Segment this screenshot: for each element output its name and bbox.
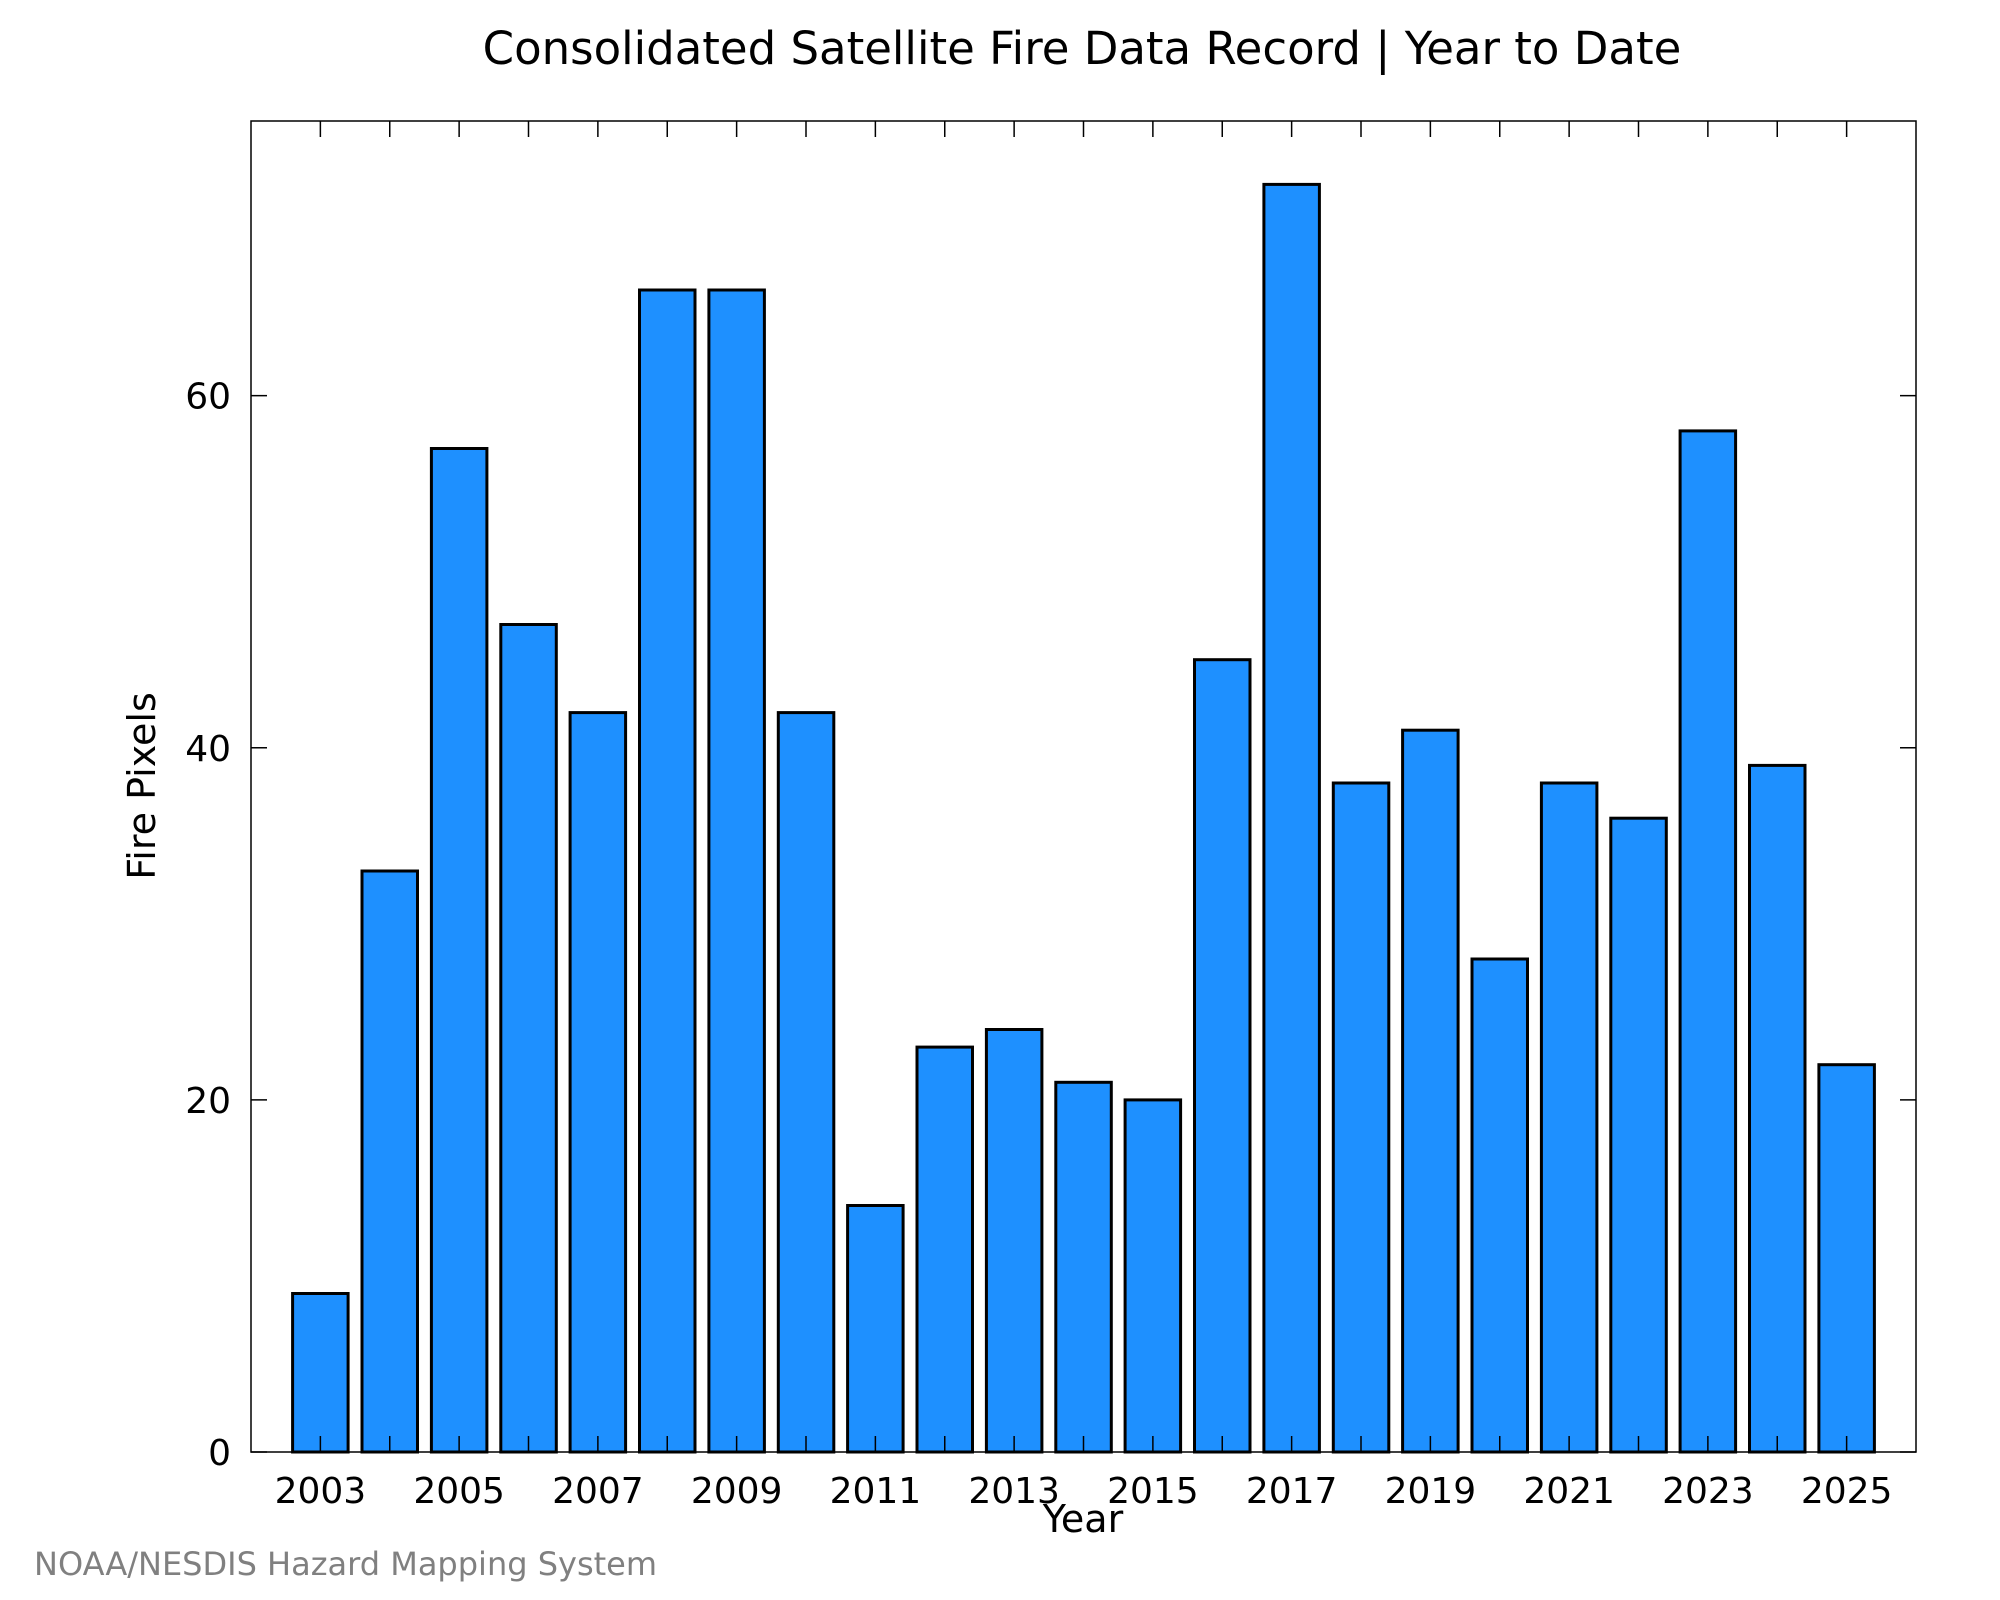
bar-2024 [1748,763,1807,1454]
bar-2025 [1817,1063,1876,1454]
x-tick-label-2011: 2011 [830,1471,922,1512]
bar-2017 [1262,182,1321,1454]
y-axis-ticks: 0 20 40 60 [185,377,1916,1474]
bar-2013 [984,1028,1044,1454]
bar-2022 [1609,816,1668,1454]
x-tick-label-2017: 2017 [1246,1471,1338,1512]
bar-2015 [1123,1098,1183,1454]
bar-2010 [776,711,836,1454]
bar-2007 [568,711,628,1454]
bar-2021 [1539,781,1599,1454]
bar-2014 [1054,1080,1113,1454]
x-tick-label-2021: 2021 [1523,1471,1615,1512]
x-tick-label-2015: 2015 [1107,1471,1199,1512]
y-tick-label: 40 [185,729,231,770]
y-tick-label: 0 [208,1433,231,1474]
bars-group [291,182,1876,1454]
bar-2009 [707,288,766,1454]
x-tick-label-2025: 2025 [1801,1471,1893,1512]
x-tick-label-2009: 2009 [691,1471,783,1512]
x-tick-label-2013: 2013 [968,1471,1060,1512]
x-tick-label-2003: 2003 [275,1471,367,1512]
bar-2019 [1401,728,1460,1454]
bar-2020 [1470,957,1529,1454]
source-credit: NOAA/NESDIS Hazard Mapping System [34,1545,657,1583]
y-axis-label: Fire Pixels [120,692,164,880]
x-tick-label-2005: 2005 [413,1471,505,1512]
bar-2003 [291,1292,350,1454]
x-axis-label: Year [1042,1497,1124,1541]
bar-2016 [1193,658,1252,1454]
x-tick-label-2019: 2019 [1385,1471,1477,1512]
chart-title: Consolidated Satellite Fire Data Record … [483,22,1682,75]
y-tick-label: 60 [185,377,231,418]
bar-2008 [638,288,697,1454]
bar-2012 [915,1045,974,1454]
y-tick-label: 20 [185,1081,231,1122]
bar-2006 [499,623,558,1454]
bar-2018 [1331,781,1391,1454]
bar-2023 [1678,429,1738,1454]
x-axis-ticks: 2003 2005 2007 2009 2011 2013 2015 2017 2019 2021… [275,121,1893,1512]
bar-2004 [360,869,419,1454]
bar-2005 [429,447,489,1454]
x-tick-label-2023: 2023 [1662,1471,1754,1512]
bar-2011 [846,1204,905,1454]
x-tick-label-2007: 2007 [552,1471,644,1512]
